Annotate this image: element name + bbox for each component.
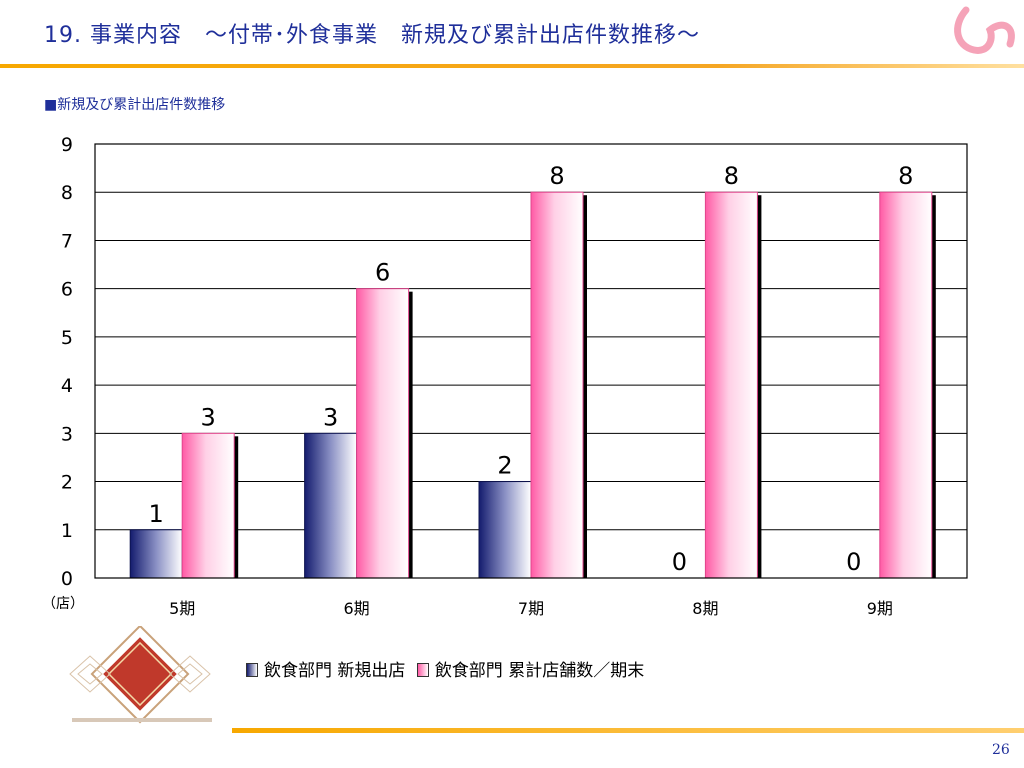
bar-cumulative [879,191,933,579]
data-label: 0 [846,548,861,576]
chart-legend: 飲食部門 新規出店 飲食部門 累計店舗数／期末 [246,656,650,681]
bar-cumulative [356,288,410,579]
bar-shadow [757,195,762,578]
x-tick-label: 7期 [518,599,544,618]
y-tick-label: 6 [61,279,73,301]
legend-label-new: 飲食部門 新規出店 [264,661,406,681]
legend-label-cumulative: 飲食部門 累計店舗数／期末 [434,661,645,681]
data-label: 3 [323,403,338,431]
legend-item-new: 飲食部門 新規出店 [246,656,405,681]
y-tick-label: 2 [61,472,73,494]
bar-cumulative [704,191,758,579]
legend-swatch-cumulative-icon [416,663,429,677]
title-divider [0,64,1024,68]
data-label: 2 [497,452,512,480]
bar-new [129,529,183,579]
y-tick-label: 1 [61,520,73,542]
data-label: 8 [549,162,564,190]
bar-shadow [408,291,413,578]
data-label: 1 [149,500,164,528]
x-tick-label: 8期 [692,599,718,618]
y-tick-label: 3 [61,423,73,445]
bar-cumulative [530,191,584,579]
footer-divider [232,728,1024,733]
brand-swirl-icon [954,6,1015,54]
y-tick-label: 7 [61,230,73,252]
bar-shadow [583,195,587,578]
data-label: 8 [724,162,739,190]
plot-frame [94,143,968,579]
data-label: 8 [898,162,913,190]
bar-cumulative [181,432,235,579]
restaurant-logo [60,626,230,732]
y-tick-label: 5 [61,327,73,349]
y-unit-label: （店） [42,596,84,612]
bar-chart: 0 1 2 3 4 5 6 7 8 9 （店） 5期 1 3 6期 3 6 7期 2 8 8期 0 8 9期 0 8 [42,134,968,618]
y-tick-label: 8 [61,182,73,204]
page-number: 26 [992,742,1010,758]
slide-title: 19. 事業内容 ～付帯･外食事業 新規及び累計出店件数推移～ [44,23,700,48]
x-tick-label: 9期 [867,599,893,618]
chart-caption: ■新規及び累計出店件数推移 [44,97,226,113]
x-tick-label: 5期 [169,599,195,618]
legend-swatch-new-icon [246,663,258,677]
y-tick-label: 9 [61,134,73,156]
y-tick-label: 4 [61,375,73,397]
bar-new [478,481,532,579]
bar-new [304,432,358,579]
data-label: 0 [672,548,687,576]
x-tick-label: 6期 [344,599,370,618]
data-label: 3 [201,403,216,431]
bar-shadow [234,436,239,578]
bar-shadow [931,195,936,578]
y-tick-label: 0 [61,568,73,590]
data-label: 6 [375,259,390,287]
legend-item-cumulative: 飲食部門 累計店舗数／期末 [416,656,645,681]
